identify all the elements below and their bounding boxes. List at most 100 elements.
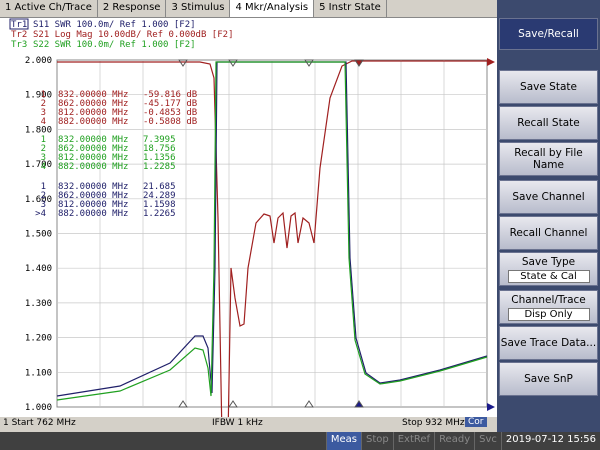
- softkey-label: Save Type: [521, 255, 576, 268]
- softkey[interactable]: Save State: [499, 70, 598, 104]
- softkey[interactable]: Save Type State & Cal: [499, 252, 598, 286]
- marker-id: 3: [41, 108, 46, 118]
- marker-freq: 882.00000 MHz: [58, 162, 128, 172]
- status-indicator: Ready: [434, 432, 474, 450]
- grid: [57, 60, 487, 407]
- marker-id: 2: [41, 99, 46, 109]
- menu-item[interactable]: 3 Stimulus: [166, 0, 231, 17]
- marker-value: -0.4853 dB: [143, 108, 197, 118]
- cor: Cor: [465, 417, 487, 427]
- marker-freq: 812.00000 MHz: [58, 200, 128, 210]
- y-tick-label: 2.000: [25, 56, 52, 66]
- marker-value: -0.5808 dB: [143, 117, 197, 127]
- y-tick-label: 1.700: [25, 160, 52, 170]
- trace-id: Tr3: [11, 40, 27, 50]
- menu-item[interactable]: 4 Mkr/Analysis: [230, 0, 315, 17]
- softkey-label: Channel/Trace: [511, 293, 586, 306]
- marker-triangles: [178, 59, 364, 408]
- ref-arrow: [487, 58, 495, 66]
- marker-value: 1.2285: [143, 162, 176, 172]
- softkey-label: Recall State: [517, 117, 580, 129]
- softkey-panel: Save/Recall Save State Recall State Recall …: [497, 0, 600, 432]
- marker-id: 3: [41, 200, 46, 210]
- marker-freq: 832.00000 MHz: [58, 135, 128, 145]
- status-indicator: ExtRef: [392, 432, 434, 450]
- softkey-value: Disp Only: [507, 307, 590, 321]
- marker-value: 1.1598: [143, 200, 176, 210]
- softkey[interactable]: Recall Channel: [499, 216, 598, 250]
- trace-text: S22 SWR 100.0m/ Ref 1.000 [F2]: [33, 40, 196, 50]
- marker-value: 21.685: [143, 182, 176, 192]
- marker-freq: 812.00000 MHz: [58, 108, 128, 118]
- marker-freq: 832.00000 MHz: [58, 182, 128, 192]
- marker-value: 24.289: [143, 191, 176, 201]
- menu-item[interactable]: 1 Active Ch/Trace: [0, 0, 98, 17]
- trace-text: S21 Log Mag 10.00dB/ Ref 0.000dB [F2]: [33, 30, 233, 40]
- trace-s22: [56, 61, 488, 401]
- marker-id: 1: [41, 135, 46, 145]
- status-indicator: Svc: [474, 432, 501, 450]
- softkey[interactable]: Save Trace Data...: [499, 326, 598, 360]
- softkey[interactable]: Channel/Trace Disp Only: [499, 290, 598, 324]
- softkey-label: Recall Channel: [509, 227, 588, 239]
- softkey[interactable]: Save SnP: [499, 362, 598, 396]
- plot: 2.000 1.900 1.800 1.700 1.600 1.500 1.400 1.300…: [0, 18, 497, 430]
- marker-value: -59.816 dB: [143, 90, 197, 100]
- menu-bar: 1 Active Ch/Trace 2 Response 3 Stimulus 4 M…: [0, 0, 497, 18]
- ifbw: IFBW 1 kHz: [212, 418, 263, 428]
- ref-arrow: [487, 403, 495, 411]
- marker-freq: 862.00000 MHz: [58, 99, 128, 109]
- softkey[interactable]: Recall by File Name: [499, 142, 598, 176]
- marker-freq: 862.00000 MHz: [58, 144, 128, 154]
- marker-id: 2: [41, 191, 46, 201]
- marker-freq: 882.00000 MHz: [58, 209, 128, 219]
- menu-item[interactable]: 5 Instr State: [314, 0, 387, 17]
- marker-id: 3: [41, 153, 46, 163]
- softkey-label: Save Trace Data...: [500, 337, 597, 349]
- softkey-label: Save SnP: [524, 373, 573, 385]
- y-tick-label: 1.500: [25, 230, 52, 240]
- marker-id: 4: [41, 117, 46, 127]
- softkey[interactable]: Save Channel: [499, 180, 598, 214]
- softkey-label: Recall by File Name: [514, 147, 583, 171]
- marker-id: 2: [41, 144, 46, 154]
- y-tick-label: 1.600: [25, 195, 52, 205]
- trace-id: Tr2: [11, 30, 27, 40]
- marker-freq: 832.00000 MHz: [58, 90, 128, 100]
- softkey-value: State & Cal: [507, 269, 590, 283]
- trace-id-box: [9, 18, 29, 30]
- marker-id: >4: [35, 209, 46, 219]
- stop: Stop 932 MHz: [402, 418, 465, 428]
- marker-value: 1.1356: [143, 153, 176, 163]
- marker-tables: 1 832.00000 MHz -59.816 dB 2 862.00000 MHz -4…: [35, 90, 197, 219]
- marker-freq: 882.00000 MHz: [58, 117, 128, 127]
- marker-id: 4: [41, 162, 46, 172]
- menu-item[interactable]: 2 Response: [98, 0, 167, 17]
- y-tick-label: 1.400: [25, 264, 52, 274]
- y-axis: 2.000 1.900 1.800 1.700 1.600 1.500 1.400 1.300…: [25, 56, 52, 413]
- marker-id: 1: [41, 90, 46, 100]
- y-tick-label: 1.800: [25, 125, 52, 135]
- trace-info: Tr1 S11 SWR 100.0m/ Ref 1.000 [F2] Tr2 S21 …: [9, 18, 233, 50]
- start: 1 Start 762 MHz: [3, 418, 76, 428]
- marker-value: 18.756: [143, 144, 176, 154]
- y-tick-label: 1.200: [25, 334, 52, 344]
- trace-s21: [57, 60, 487, 430]
- softkey-label: Save Channel: [512, 191, 585, 203]
- y-tick-label: 1.100: [25, 368, 52, 378]
- marker-id: 1: [41, 182, 46, 192]
- marker-value: 7.3995: [143, 135, 176, 145]
- status-indicator: 2019-07-12 15:56: [500, 432, 600, 450]
- y-tick-label: 1.000: [25, 403, 52, 413]
- trace-text: S11 SWR 100.0m/ Ref 1.000 [F2]: [33, 20, 196, 30]
- y-tick-label: 1.900: [25, 91, 52, 101]
- softkey[interactable]: Recall State: [499, 106, 598, 140]
- marker-value: 1.2265: [143, 209, 176, 219]
- y-tick-label: 1.300: [25, 299, 52, 309]
- softkey-title[interactable]: Save/Recall: [499, 18, 598, 50]
- softkey-label: Save State: [520, 81, 577, 93]
- marker-freq: 862.00000 MHz: [58, 191, 128, 201]
- status-bar: 1 Start 762 MHz IFBW 1 kHz Stop 932 MHz …: [0, 417, 497, 431]
- marker-freq: 812.00000 MHz: [58, 153, 128, 163]
